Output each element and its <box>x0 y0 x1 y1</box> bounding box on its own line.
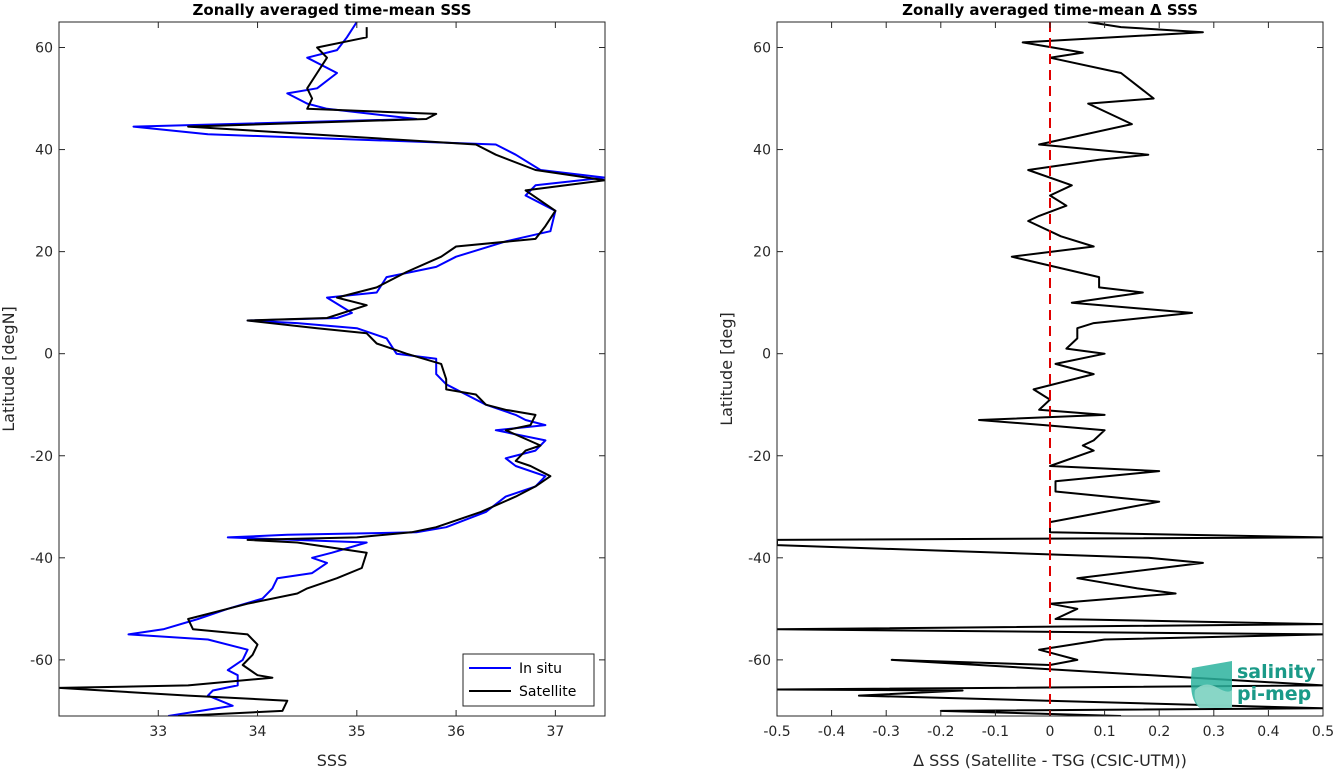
x-tick-label: 0.2 <box>1148 724 1170 740</box>
x-tick-label: -0.2 <box>927 724 954 740</box>
y-tick-label: 20 <box>753 245 771 261</box>
right-chart-panel: -0.5 -0.4 -0.3 -0.2 -0.1 0 0.1 0.2 0.3 0.4 0.5 -60… <box>717 1 1334 769</box>
left-axes-box <box>58 21 606 717</box>
left-chart-panel: 33 34 35 36 37 -60 -40 -20 0 20 40 60 Zonally aver… <box>0 1 606 769</box>
x-tick-label: 0.1 <box>1093 724 1115 740</box>
y-tick-label: -20 <box>748 449 771 465</box>
y-tick-label: -60 <box>748 653 771 669</box>
salinity-pi-mep-logo: salinity pi-mep <box>1191 661 1316 708</box>
legend-box <box>462 653 595 707</box>
x-tick-label: 35 <box>348 724 366 740</box>
y-tick-label: 0 <box>762 347 771 363</box>
x-tick-label: 37 <box>546 724 564 740</box>
x-tick-label: -0.5 <box>763 724 790 740</box>
right-y-ticks: -60 -40 -20 0 20 40 60 <box>748 41 1323 669</box>
y-tick-label: -40 <box>30 551 53 567</box>
logo-wave-shape-light <box>1194 684 1232 708</box>
right-axes-box <box>776 21 1324 717</box>
y-tick-label: 40 <box>753 143 771 159</box>
x-tick-label: -0.3 <box>873 724 900 740</box>
legend: In situ Satellite <box>462 653 595 707</box>
x-tick-label: 0.3 <box>1203 724 1225 740</box>
series-line-delta-sss <box>777 22 1323 716</box>
legend-label-in-situ: In situ <box>519 661 562 677</box>
x-tick-label: -0.1 <box>982 724 1009 740</box>
logo-text-salinity: salinity <box>1237 661 1316 683</box>
y-tick-label: -20 <box>30 449 53 465</box>
x-tick-label: 33 <box>149 724 167 740</box>
y-tick-label: -60 <box>30 653 53 669</box>
x-tick-label: 0.5 <box>1312 724 1334 740</box>
y-tick-label: 40 <box>35 143 53 159</box>
series-line-in-situ <box>127 22 605 716</box>
right-y-axis-label: Latitude [deg] <box>717 312 736 426</box>
left-series-group <box>59 22 605 716</box>
left-y-axis-label: Latitude [degN] <box>0 306 18 432</box>
right-series-group <box>777 22 1323 716</box>
right-x-axis-label: Δ SSS (Satellite - TSG (CSIC-UTM)) <box>913 751 1187 769</box>
x-tick-label: 0 <box>1046 724 1055 740</box>
left-y-ticks: -60 -40 -20 0 20 40 60 <box>30 41 605 669</box>
left-x-axis-label: SSS <box>317 751 347 769</box>
x-tick-label: 0.4 <box>1257 724 1279 740</box>
left-x-ticks: 33 34 35 36 37 <box>149 22 564 740</box>
legend-label-satellite: Satellite <box>519 684 576 700</box>
left-chart-title: Zonally averaged time-mean SSS <box>193 1 472 19</box>
x-tick-label: -0.4 <box>818 724 845 740</box>
right-chart-title: Zonally averaged time-mean Δ SSS <box>902 1 1198 19</box>
x-tick-label: 34 <box>249 724 267 740</box>
logo-text-pi-mep: pi-mep <box>1237 683 1311 705</box>
y-tick-label: 0 <box>44 347 53 363</box>
y-tick-label: 20 <box>35 245 53 261</box>
series-line-satellite <box>59 27 605 716</box>
right-x-ticks: -0.5 -0.4 -0.3 -0.2 -0.1 0 0.1 0.2 0.3 0.4 0.5 <box>763 22 1334 740</box>
y-tick-label: 60 <box>753 41 771 57</box>
x-tick-label: 36 <box>447 724 465 740</box>
y-tick-label: 60 <box>35 41 53 57</box>
y-tick-label: -40 <box>748 551 771 567</box>
left-plot-background <box>59 22 605 716</box>
